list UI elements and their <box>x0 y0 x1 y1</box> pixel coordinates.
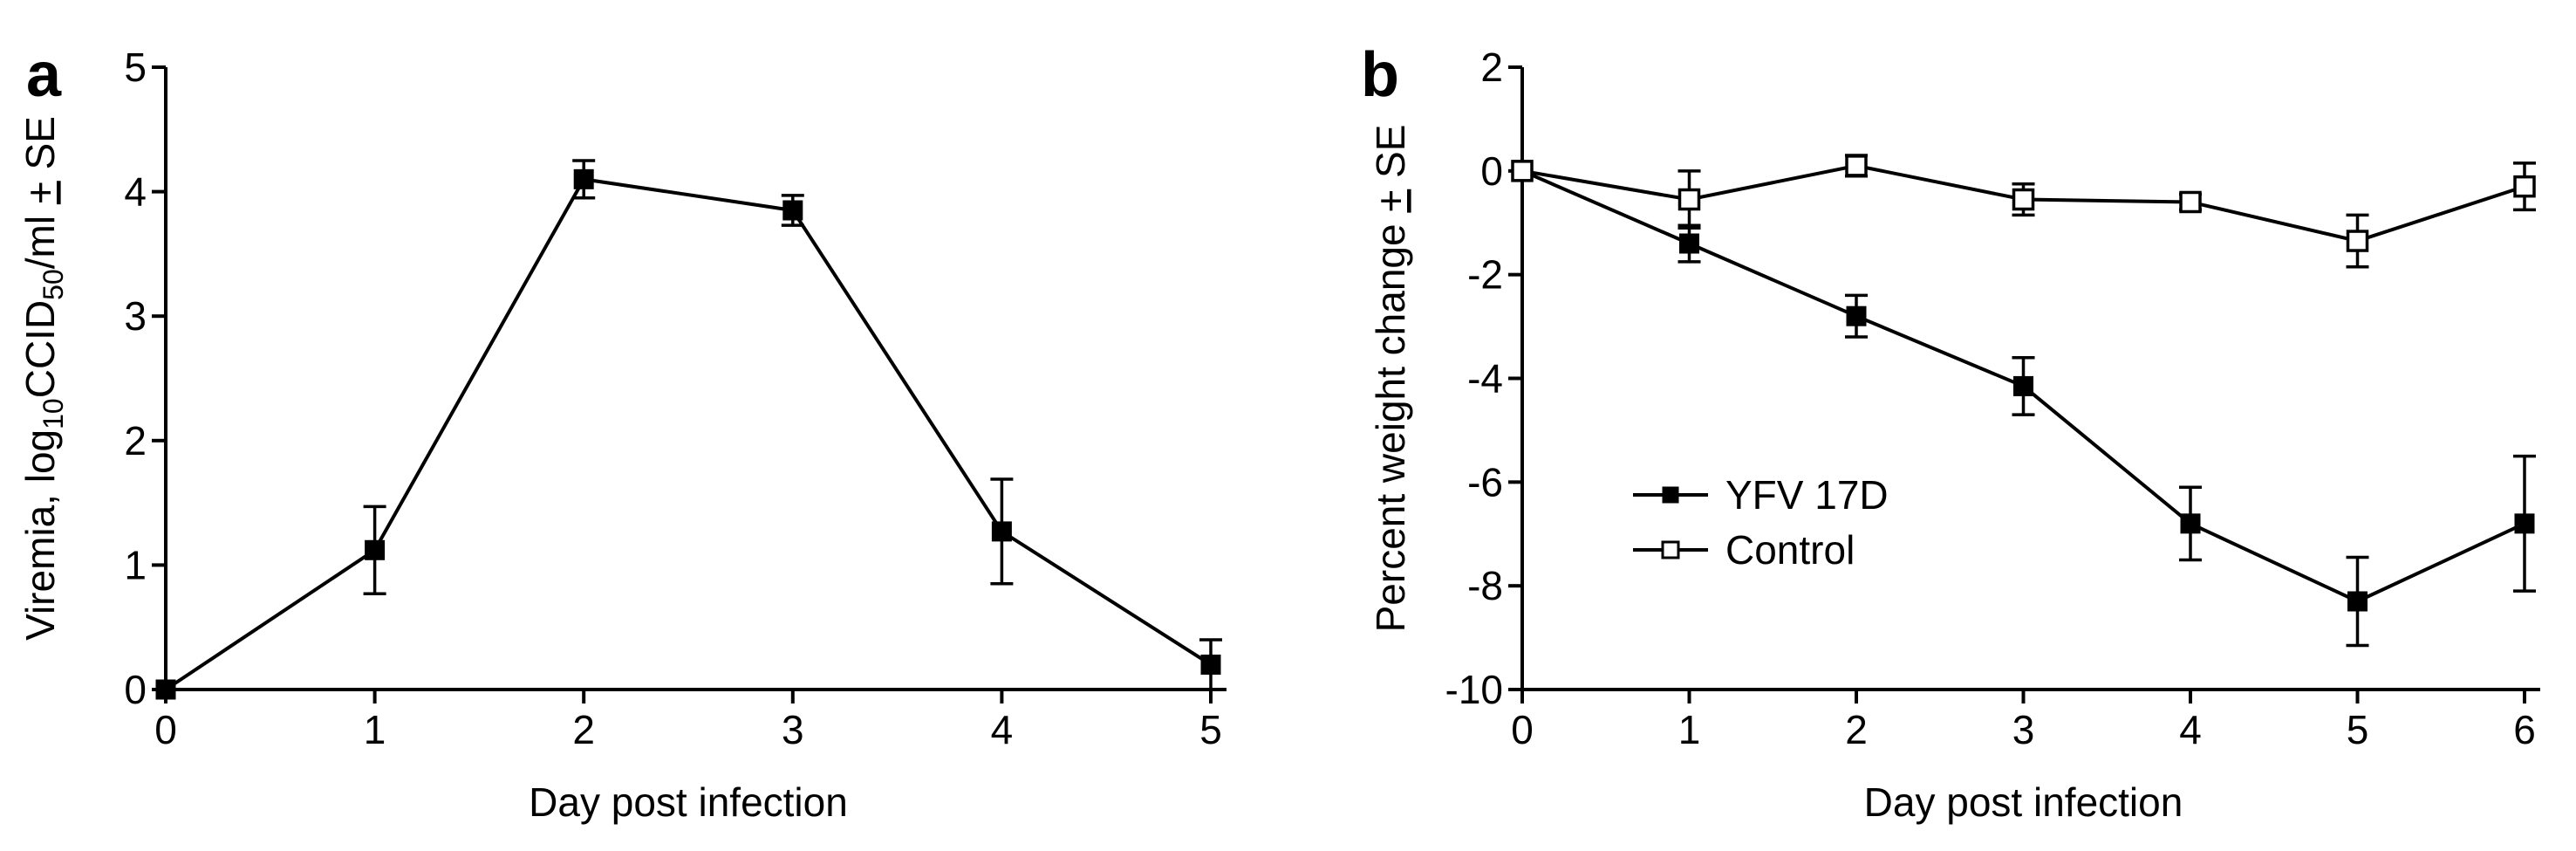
a-data-point <box>991 521 1012 542</box>
a-data-point <box>573 168 594 189</box>
legend-marker <box>1661 540 1680 559</box>
b-x-tick-label: 6 <box>2513 707 2536 752</box>
a-x-tick-label: 3 <box>782 707 804 752</box>
b-x-tick-label: 1 <box>1678 707 1701 752</box>
b-data-point <box>1679 233 1699 254</box>
panel-a-y-axis-label: Viremia, log10CCID50/ml + SE <box>17 116 69 641</box>
a-data-point <box>1200 654 1221 675</box>
legend-item-yfv-17d: YFV 17D <box>1633 472 1889 518</box>
b-data-point <box>1846 305 1867 326</box>
a-x-tick-label: 5 <box>1199 707 1222 752</box>
panel-b-ticks: 0 1 2 3 4 5 6 2 0 -2 -4 -6 -8 -10 <box>1445 45 2536 752</box>
b-x-tick-label: 3 <box>2012 707 2035 752</box>
a-y-axis-label-part: Viremia, log <box>17 429 63 641</box>
b-y-tick-label: -6 <box>1467 459 1503 504</box>
b-x-tick-label: 0 <box>1511 707 1534 752</box>
b-data-point <box>2179 190 2202 214</box>
legend-label: Control <box>1725 527 1855 573</box>
legend-marker <box>1662 486 1679 504</box>
a-y-tick-label: 5 <box>124 45 147 90</box>
a-x-tick-label: 2 <box>572 707 595 752</box>
b-y-tick-label: -8 <box>1467 563 1503 608</box>
panel-b-y-axis-label: Percent weight change + SE <box>1368 125 1413 633</box>
b-data-point <box>2012 188 2035 211</box>
a-y-tick-label: 1 <box>124 542 147 587</box>
panel-b-chart: 0 1 2 3 4 5 6 2 0 -2 -4 -6 -8 -10 YFV 17D Control Day … <box>1368 45 2540 825</box>
a-y-axis-label-part: /ml <box>17 204 63 269</box>
a-x-tick-label: 1 <box>364 707 386 752</box>
panel-a-axes <box>164 67 1227 691</box>
panel-a-series <box>155 159 1222 700</box>
b-data-point <box>1677 188 1701 211</box>
panel-b-x-axis-label: Day post infection <box>1864 779 2183 825</box>
a-y-axis-label-part: + <box>17 181 63 204</box>
a-data-point <box>782 200 803 221</box>
a-x-tick-label: 4 <box>991 707 1014 752</box>
b-y-tick-label: -2 <box>1467 252 1503 298</box>
b-data-point <box>1511 160 1534 182</box>
b-data-point <box>2514 513 2535 534</box>
a-y-tick-label: 4 <box>124 169 147 215</box>
a-y-tick-label: 2 <box>124 418 147 463</box>
a-y-axis-label-part: 50 <box>38 269 69 300</box>
b-x-tick-label: 2 <box>1845 707 1868 752</box>
panel-a-ticks: 0 1 2 3 4 5 0 1 2 3 4 5 <box>124 45 1221 752</box>
a-x-tick-label: 0 <box>154 707 177 752</box>
b-series-control <box>1511 154 2536 269</box>
a-y-axis-label-part: 10 <box>38 398 69 429</box>
panel-b-letter: b <box>1361 40 1399 110</box>
a-series-viremia <box>155 159 1222 700</box>
b-y-axis-label-part: SE <box>1368 125 1413 189</box>
b-y-axis-label-part: Percent weight change <box>1368 213 1413 633</box>
b-y-tick-label: 0 <box>1480 148 1503 194</box>
b-x-tick-label: 5 <box>2347 707 2369 752</box>
a-y-tick-label: 3 <box>124 293 147 339</box>
b-series-yfv-17d <box>1512 161 2536 648</box>
a-y-axis-label-part: CCID <box>17 300 63 398</box>
b-data-point <box>2347 591 2368 612</box>
a-y-tick-label: 0 <box>124 667 147 712</box>
b-data-point <box>1845 154 1868 177</box>
legend-label: YFV 17D <box>1725 472 1889 518</box>
b-data-point <box>2346 230 2369 252</box>
panel-b-legend: YFV 17D Control <box>1633 472 1889 573</box>
b-x-tick-label: 4 <box>2179 707 2202 752</box>
b-data-point <box>2180 513 2201 534</box>
panel-b-series <box>1511 154 2536 648</box>
b-y-axis-label-part: + <box>1368 189 1413 213</box>
legend-item-control: Control <box>1633 527 1855 573</box>
panel-a-letter: a <box>26 40 62 110</box>
a-y-axis-label-part: SE <box>17 116 63 181</box>
b-y-tick-label: 2 <box>1480 45 1503 90</box>
panel-a-x-axis-label: Day post infection <box>529 779 848 825</box>
b-y-tick-label: -4 <box>1467 356 1503 401</box>
b-data-point <box>2013 375 2033 396</box>
a-data-point <box>155 679 176 700</box>
a-data-point <box>365 539 386 560</box>
a-series-line <box>164 177 1213 691</box>
b-data-point <box>2513 175 2536 198</box>
b-y-tick-label: -10 <box>1445 667 1503 712</box>
